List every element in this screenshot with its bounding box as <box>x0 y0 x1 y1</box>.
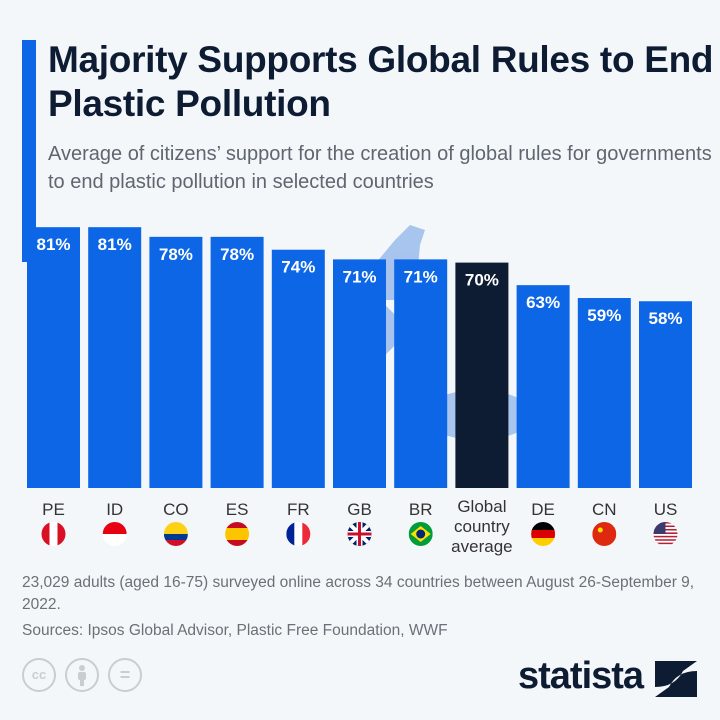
category-label: country <box>454 517 510 536</box>
category-label: DE <box>531 500 555 519</box>
bar-es <box>210 236 264 488</box>
bar-chart: 81% PE 81% ID 78% CO 78% ES 74% FR 71% GB 71% BR 70% Gl… <box>27 225 692 556</box>
bar-value-label: 81% <box>98 235 132 254</box>
category-label: GB <box>347 500 372 519</box>
bar-value-label: 71% <box>342 267 376 286</box>
bar-cn <box>577 298 631 488</box>
attribution-icon[interactable] <box>65 658 99 692</box>
category-label: Global <box>457 497 506 516</box>
bar-value-label: 78% <box>159 245 193 264</box>
chart-subtitle: Average of citizens’ support for the cre… <box>48 143 712 193</box>
category-label: BR <box>409 500 433 519</box>
bar-gb <box>333 259 386 488</box>
germany-flag-icon <box>531 522 556 546</box>
survey-note: 23,029 adults (aged 16-75) surveyed onli… <box>22 574 695 613</box>
bar-value-label: 74% <box>281 258 315 277</box>
china-flag-icon <box>592 522 617 546</box>
bar-value-label: 70% <box>465 271 499 290</box>
category-label: ES <box>226 500 249 519</box>
category-label: CO <box>163 500 189 519</box>
bar-co <box>149 236 203 488</box>
statista-logo-icon <box>655 661 697 697</box>
bar-global-country-average <box>455 262 509 488</box>
category-label: CN <box>592 500 617 519</box>
category-label: average <box>451 537 512 556</box>
bar-pe <box>27 227 80 488</box>
category-label: ID <box>106 500 123 519</box>
colombia-flag-icon <box>163 522 188 546</box>
spain-flag-icon <box>225 522 250 546</box>
bar-value-label: 71% <box>404 267 438 286</box>
category-label: FR <box>287 500 310 519</box>
bar-value-label: 59% <box>587 306 621 325</box>
indonesia-flag-icon <box>102 522 127 546</box>
bar-value-label: 63% <box>526 293 560 312</box>
category-label: PE <box>42 500 65 519</box>
bar-value-label: 78% <box>220 245 254 264</box>
chart-title: Majority Supports Global Rules to End Pl… <box>48 39 714 124</box>
bar-us <box>639 301 692 488</box>
sources: Sources: Ipsos Global Advisor, Plastic F… <box>22 622 448 639</box>
statista-logo[interactable]: statista <box>518 655 644 697</box>
category-label: US <box>654 500 678 519</box>
bar-br <box>394 259 448 488</box>
bar-id <box>88 227 142 488</box>
bar-fr <box>271 249 325 488</box>
no-derivatives-icon[interactable]: = <box>108 658 142 692</box>
bar-de <box>516 285 570 488</box>
france-flag-icon <box>286 522 311 546</box>
uk-flag-icon <box>347 522 372 546</box>
bar-value-label: 81% <box>36 235 70 254</box>
usa-flag-icon <box>653 522 678 546</box>
cc-icon[interactable]: cc <box>22 658 56 692</box>
bar-value-label: 58% <box>648 309 682 328</box>
title-accent-bar <box>22 40 36 262</box>
peru-flag-icon <box>41 522 66 546</box>
brazil-flag-icon <box>408 522 433 546</box>
